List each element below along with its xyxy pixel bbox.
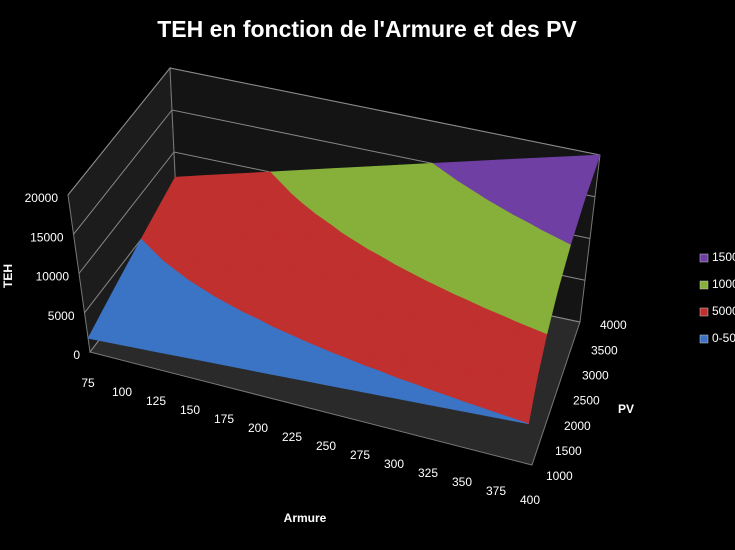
surface-patch [290, 342, 326, 385]
surface-patch [222, 332, 258, 372]
surface-patch [426, 389, 461, 412]
x-tick-label: 275 [350, 448, 370, 462]
chart-title: TEH en fonction de l'Armure et des PV [157, 16, 577, 42]
surface-patch [358, 365, 394, 399]
legend-label: 10000-15000 [712, 277, 735, 291]
y-tick-label: 3500 [591, 343, 618, 357]
z-axis-title: TEH [1, 264, 15, 288]
surface-patch [460, 401, 495, 418]
z-tick-label: 15000 [30, 230, 64, 244]
z-tick-label: 5000 [48, 309, 75, 323]
y-axis-title: PV [618, 402, 634, 416]
x-tick-label: 225 [282, 430, 302, 444]
legend-swatch [699, 280, 709, 290]
legend-label: 0-5000 [712, 331, 735, 345]
legend-label: 15000-20000 [712, 250, 735, 264]
x-tick-label: 100 [112, 385, 132, 399]
legend-swatch [699, 334, 709, 344]
surface-patch [392, 377, 427, 405]
legend-swatch [699, 253, 709, 263]
legend-swatch [699, 307, 709, 317]
surface-patch [256, 337, 292, 379]
grid-line [67, 67, 601, 196]
surface-patch [494, 412, 529, 425]
x-tick-label: 400 [520, 493, 540, 507]
y-tick-label: 4000 [600, 318, 627, 332]
z-tick-label: 20000 [25, 191, 59, 205]
x-tick-label: 350 [452, 475, 472, 489]
y-tick-label: 2000 [564, 419, 591, 433]
z-tick-label: 10000 [36, 270, 70, 284]
y-tick-label: 2500 [573, 394, 600, 408]
y-tick-label: 1000 [546, 469, 573, 483]
y-tick-label: 3000 [582, 369, 609, 383]
surface-patch [189, 327, 224, 366]
x-tick-label: 375 [486, 484, 506, 498]
surface-patch [121, 316, 157, 352]
surface-patch [324, 353, 360, 392]
x-tick-label: 150 [180, 403, 200, 417]
legend-label: 5000-10000 [712, 304, 735, 318]
x-tick-label: 200 [248, 421, 268, 435]
surface-patch [155, 322, 190, 359]
z-tick-label: 0 [73, 348, 80, 362]
x-tick-label: 125 [146, 394, 166, 408]
x-tick-label: 250 [316, 439, 336, 453]
x-tick-label: 300 [384, 457, 404, 471]
x-tick-label: 325 [418, 466, 438, 480]
x-tick-label: 75 [81, 376, 95, 390]
x-tick-label: 175 [214, 412, 234, 426]
surface-patch [87, 311, 123, 346]
y-tick-label: 1500 [555, 444, 582, 458]
x-axis-title: Armure [284, 511, 327, 525]
